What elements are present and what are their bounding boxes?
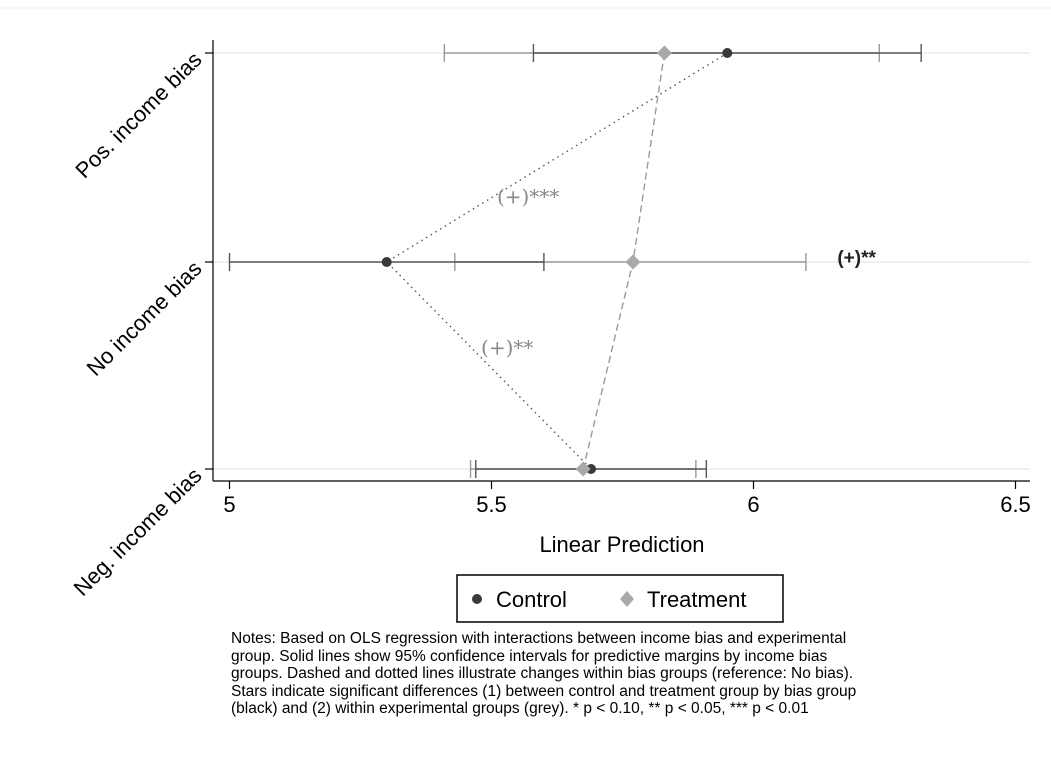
notes-line: Stars indicate significant differences (… (231, 682, 857, 700)
confidence-intervals (228, 44, 922, 478)
notes-line: Notes: Based on OLS regression with inte… (231, 630, 847, 647)
legend-treatment-label: Treatment (647, 587, 746, 612)
notes: Notes: Based on OLS regression with inte… (231, 630, 1051, 718)
x-tick-label: 6 (747, 492, 759, 517)
treatment-point (625, 254, 641, 270)
legend-control-label: Control (496, 587, 567, 612)
connectors (385, 52, 728, 470)
control-point (381, 257, 392, 267)
y-tick-label: No income bias (82, 256, 207, 381)
x-tick-label: 5.5 (476, 492, 507, 517)
notes-line: groups. Dashed and dotted lines illustra… (231, 665, 854, 682)
significance-label: (+)** (837, 248, 876, 269)
x-axis-title: Linear Prediction (539, 532, 704, 557)
annotations: (+)*** (+)** (+)** (481, 185, 876, 360)
treatment-connector (582, 52, 666, 470)
legend: Control Treatment (456, 574, 784, 623)
treatment-point (575, 461, 591, 477)
axes: Pos. income bias No income bias Neg. incom… (69, 40, 1031, 601)
legend-treatment-marker (620, 591, 634, 607)
treatment-point (656, 45, 672, 61)
x-tick-label: 6.5 (1000, 492, 1031, 517)
legend-box (456, 574, 784, 623)
control-connector (385, 52, 728, 470)
notes-line: (black) and (2) within experimental grou… (231, 700, 809, 717)
grid (213, 52, 1030, 470)
significance-label: (+)*** (497, 185, 559, 209)
control-point (586, 464, 597, 474)
legend-control-marker (472, 594, 482, 604)
y-tick-label: Neg. income bias (69, 463, 207, 601)
significance-label: (+)** (481, 336, 533, 360)
y-tick-label: Pos. income bias (70, 47, 206, 183)
notes-line: group. Solid lines show 95% confidence i… (231, 647, 828, 665)
control-point (722, 48, 733, 58)
x-tick-label: 5 (223, 492, 235, 517)
markers (381, 45, 733, 477)
